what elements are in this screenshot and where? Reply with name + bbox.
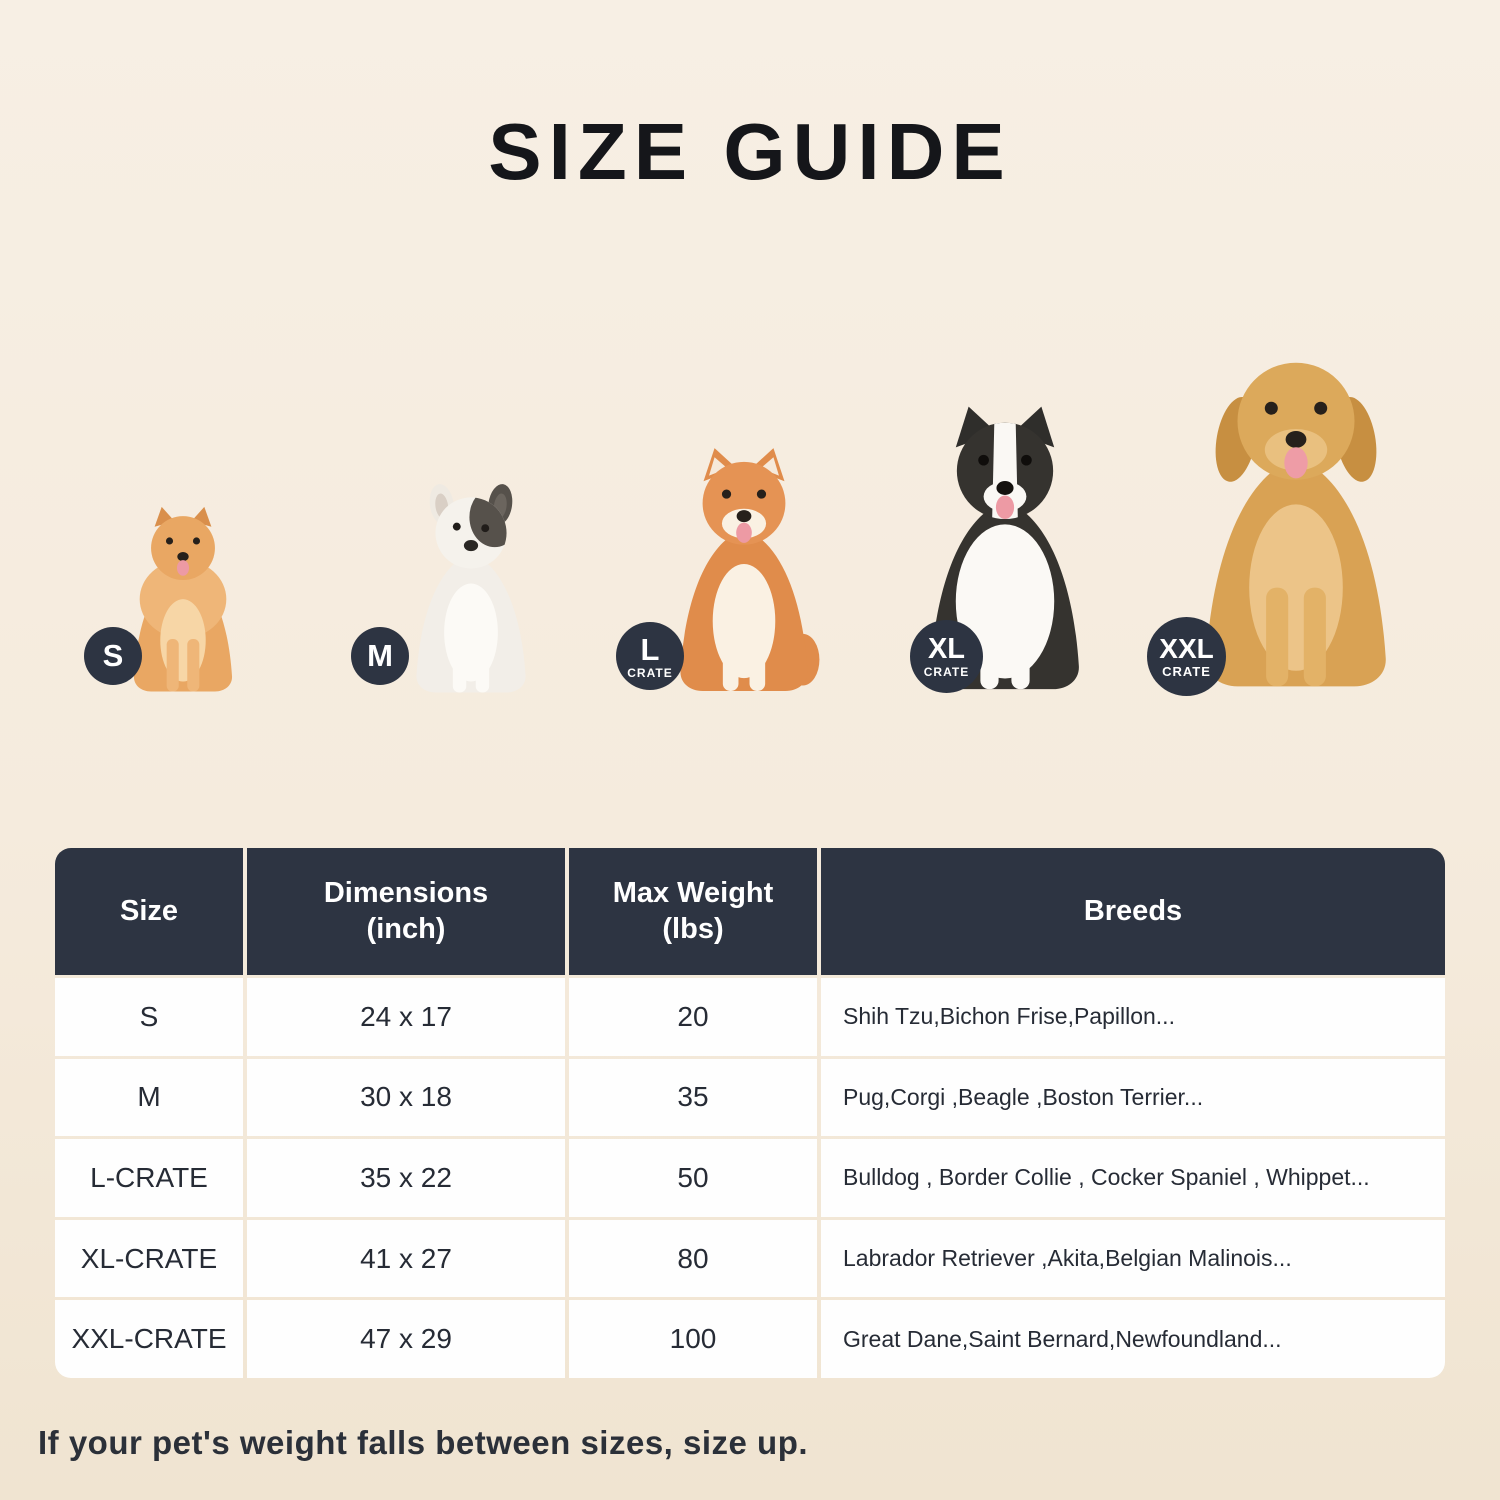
size-badge-s: S: [84, 627, 142, 685]
header-line1: Size: [119, 894, 179, 927]
size-column-header: Size: [55, 848, 243, 975]
max-weight-cell: 35: [569, 1058, 817, 1137]
dimensions-cell: 41 x 27: [247, 1219, 565, 1298]
size-badge-label: XL: [927, 633, 966, 665]
size-badge-xl-crate: XL CRATE: [910, 620, 983, 693]
size-badge-sublabel: CRATE: [627, 665, 673, 680]
size-cell: XL-CRATE: [55, 1219, 243, 1298]
golden-retriever-dog-icon: [1166, 326, 1426, 702]
french-bulldog-dog-icon: [392, 426, 550, 702]
breeds-cell: Pug,Corgi ,Beagle ,Boston Terrier...: [821, 1058, 1445, 1137]
size-badge-sublabel: CRATE: [923, 665, 970, 679]
page-title: SIZE GUIDE: [488, 107, 1012, 196]
shiba-inu-dog-icon: [652, 388, 836, 702]
size-cell: L-CRATE: [55, 1139, 243, 1217]
size-badge-label: S: [102, 637, 124, 673]
breeds-cell: Bulldog , Border Collie , Cocker Spaniel…: [821, 1139, 1445, 1217]
header-line2: (inch): [366, 912, 446, 945]
dimensions-cell: 24 x 17: [247, 978, 565, 1056]
size-badge-label: L: [640, 631, 660, 667]
size-badge-m: M: [351, 627, 409, 685]
header-line1: Dimensions: [323, 877, 489, 910]
sizing-advice-note: If your pet's weight falls between sizes…: [38, 1424, 809, 1461]
dimensions-cell: 47 x 29: [247, 1300, 565, 1378]
size-badge-label: XXL: [1159, 633, 1214, 664]
pomeranian-dog-icon: [112, 468, 254, 700]
header-line1: Breeds: [1083, 894, 1183, 927]
max-weight-cell: 20: [569, 978, 817, 1056]
size-badge-label: M: [367, 637, 393, 673]
max-weight-cell: 80: [569, 1219, 817, 1298]
dimensions-cell: 35 x 22: [247, 1139, 565, 1217]
size-badge-sublabel: CRATE: [1162, 664, 1211, 679]
max-weight-column-header: Max Weight (lbs): [569, 848, 817, 975]
size-cell: S: [55, 978, 243, 1056]
dimensions-column-header: Dimensions (inch): [247, 848, 565, 975]
max-weight-cell: 50: [569, 1139, 817, 1217]
breeds-cell: Shih Tzu,Bichon Frise,Papillon...: [821, 978, 1445, 1056]
header-line2: (lbs): [662, 912, 724, 945]
size-cell: M: [55, 1058, 243, 1137]
breeds-cell: Labrador Retriever ,Akita,Belgian Malino…: [821, 1219, 1445, 1298]
max-weight-cell: 100: [569, 1300, 817, 1378]
header-line1: Max Weight: [612, 877, 774, 910]
size-badge-l-crate: L CRATE: [616, 622, 684, 690]
size-badge-xxl-crate: XXL CRATE: [1147, 617, 1226, 696]
size-table: Size Dimensions (inch) Max Weight (lbs) …: [55, 848, 1445, 1378]
breeds-cell: Great Dane,Saint Bernard,Newfoundland...: [821, 1300, 1445, 1378]
dimensions-cell: 30 x 18: [247, 1058, 565, 1137]
size-cell: XXL-CRATE: [55, 1300, 243, 1378]
breeds-column-header: Breeds: [821, 848, 1445, 975]
